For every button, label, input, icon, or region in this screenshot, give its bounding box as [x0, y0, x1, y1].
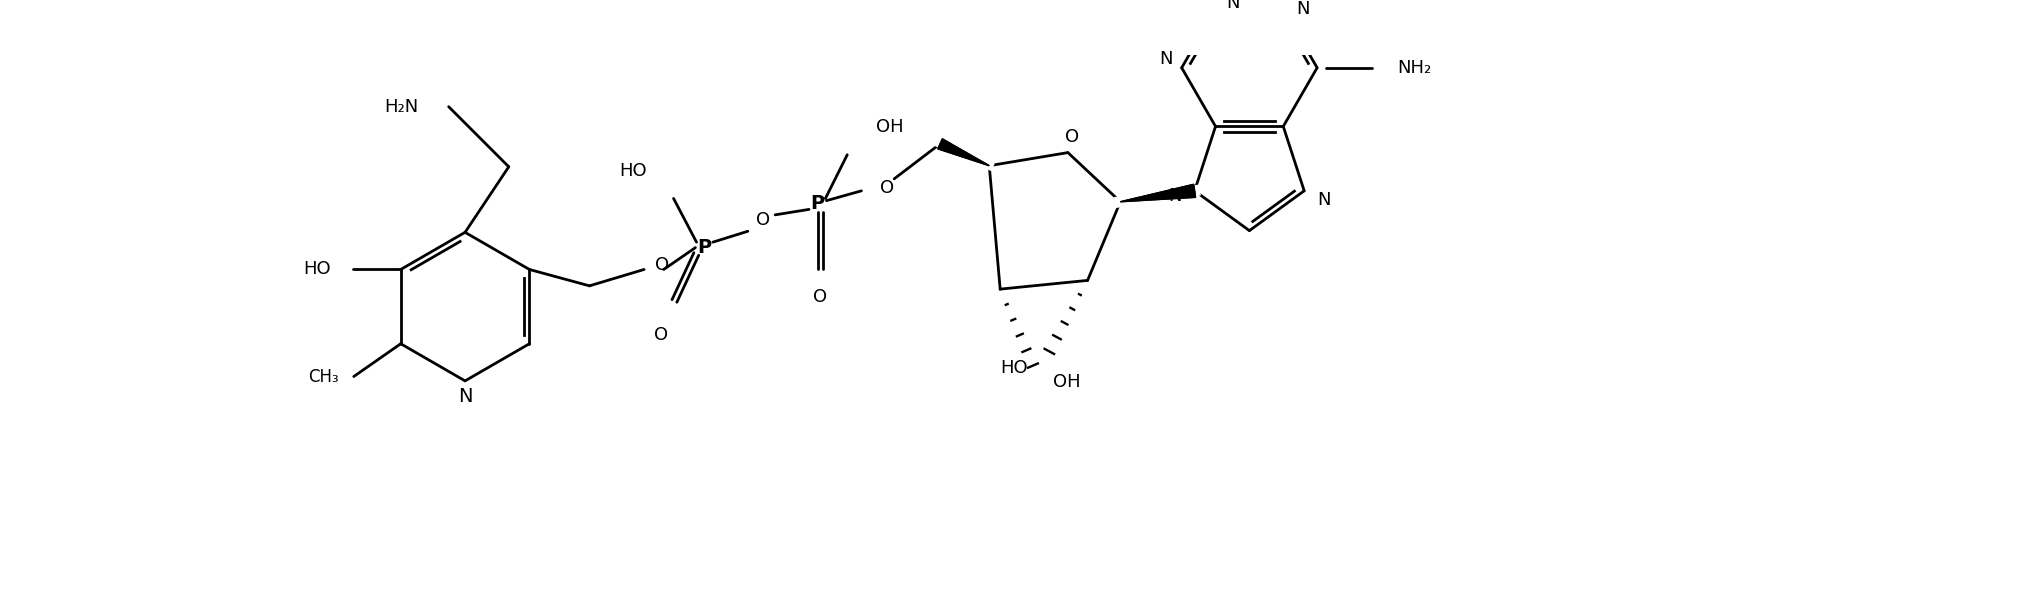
Text: OH: OH: [877, 118, 903, 137]
Text: NH₂: NH₂: [1396, 59, 1430, 77]
Text: P: P: [698, 238, 712, 257]
Text: N: N: [1169, 187, 1181, 205]
Text: O: O: [881, 179, 895, 197]
Text: HO: HO: [302, 260, 331, 278]
Text: HO: HO: [1000, 359, 1027, 377]
Text: P: P: [812, 194, 826, 214]
Text: O: O: [814, 288, 828, 306]
Text: H₂N: H₂N: [383, 98, 418, 115]
Text: O: O: [655, 256, 670, 274]
Polygon shape: [937, 139, 990, 166]
Text: N: N: [1297, 0, 1311, 18]
Text: O: O: [655, 326, 670, 344]
Polygon shape: [1120, 184, 1195, 202]
Text: N: N: [1226, 0, 1240, 12]
Text: OH: OH: [1053, 373, 1079, 391]
Text: HO: HO: [619, 162, 647, 180]
Polygon shape: [937, 139, 990, 166]
Text: O: O: [757, 211, 771, 229]
Text: N: N: [1159, 50, 1173, 68]
Text: N: N: [459, 387, 473, 406]
Polygon shape: [1120, 184, 1195, 202]
Text: CH₃: CH₃: [308, 368, 339, 385]
Text: N: N: [1317, 191, 1331, 208]
Text: O: O: [1065, 128, 1079, 146]
